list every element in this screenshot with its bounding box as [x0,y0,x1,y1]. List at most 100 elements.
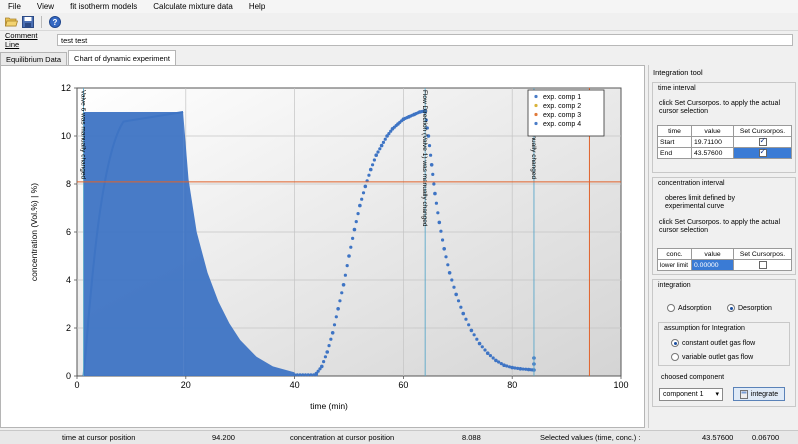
data-point [374,153,379,157]
assumption-group: assumption for Integration constant outl… [658,322,790,366]
data-point [336,307,340,311]
adsorption-label: Adsorption [678,304,712,312]
data-point [521,367,525,371]
x-tick-label: 0 [74,380,79,390]
data-point [368,167,373,172]
data-point [464,317,468,321]
data-point [341,283,346,287]
data-point [361,191,366,195]
component-select[interactable]: component 1 ▾ [659,388,723,401]
data-point [379,143,384,148]
data-point [405,116,409,120]
data-point [502,363,506,368]
data-point [456,299,461,303]
data-point [330,331,335,335]
end-set-cursorpos-checkbox[interactable] [758,147,767,157]
integrate-button[interactable]: integrate [733,387,785,401]
open-folder-icon[interactable] [4,15,18,29]
comment-line-input[interactable] [57,34,793,46]
x-tick-label: 20 [181,380,191,390]
integration-group: integration Adsorption Desorption assump… [652,279,796,407]
data-point [293,373,297,377]
menu-calculate-mixture-data[interactable]: Calculate mixture data [153,2,233,11]
start-set-cursorpos-checkbox[interactable] [758,136,767,146]
data-point [480,345,484,349]
data-point [459,305,463,309]
data-point [461,311,466,316]
data-point [360,197,364,201]
help-icon[interactable]: ? [48,15,62,29]
data-point [437,220,442,225]
constant-flow-radio[interactable] [671,339,679,347]
concentration-interval-hint: click Set Cursorpos. to apply the actual… [659,219,781,234]
end-value-cell[interactable]: 43.57600 [691,147,734,159]
adsorption-option[interactable]: Adsorption [667,304,711,312]
data-point [385,134,389,138]
tab-chart-dynamic-experiment[interactable]: Chart of dynamic experiment [68,50,176,65]
constant-flow-label: constant outlet gas flow [682,339,756,347]
lower-limit-set-cursorpos-checkbox[interactable] [758,261,767,269]
status-bar: time at cursor position 94.200 concentra… [0,430,798,444]
data-point [352,227,357,232]
data-point [322,360,326,364]
time-interval-group: time interval click Set Cursorpos. to ap… [652,82,796,173]
y-tick-label: 2 [66,323,71,333]
data-point [442,247,447,251]
data-band-fall [183,112,295,376]
x-axis-label: time (min) [310,401,348,411]
data-point [429,153,433,157]
data-point [298,373,302,377]
constant-flow-option[interactable]: constant outlet gas flow [671,339,755,347]
start-value-cell[interactable]: 19.71100 [691,136,734,148]
data-point [399,119,404,123]
desorption-radio[interactable] [727,304,735,312]
menu-help[interactable]: Help [248,2,266,11]
time-interval-hint: click Set Cursorpos. to apply the actual… [659,100,781,115]
y-axis-label: concentration (Vol.%) | %) [29,183,39,281]
legend-marker [534,103,538,108]
data-point [367,173,371,177]
variable-flow-option[interactable]: variable outlet gas flow [671,353,753,361]
data-point [440,238,445,242]
legend-label: exp. comp 1 [543,94,581,101]
row-label: lower limit [657,259,692,271]
data-point [338,299,342,303]
variable-flow-radio[interactable] [671,353,679,361]
lower-limit-value-cell[interactable]: 0.00000 [691,259,734,271]
data-point [510,365,514,370]
data-point [301,373,305,377]
dynamic-experiment-chart[interactable]: 0 2 4 6 8 10 12 0 20 40 60 80 100 time (min) concentra… [1,66,646,429]
concentration-interval-group: concentration interval oberes limit defi… [652,177,796,275]
menu-bar: File View fit isotherm models Calculate … [0,0,798,13]
chevron-down-icon: ▾ [715,391,719,398]
data-point [524,367,528,371]
data-point [439,229,443,233]
adsorption-radio[interactable] [667,304,675,312]
menu-fit-isotherm-models[interactable]: fit isotherm models [70,2,138,11]
legend-label: exp. comp 2 [543,103,581,110]
tab-bar: Equilibrium Data Chart of dynamic experi… [0,50,177,65]
tab-equilibrium-data[interactable]: Equilibrium Data [0,52,68,65]
data-point [513,366,517,370]
menu-file[interactable]: File [8,2,21,11]
data-point [469,328,474,333]
time-interval-table: time value Set Cursorpos. Start 19.71100… [657,125,792,159]
concentration-interval-title: concentration interval [658,180,725,187]
data-point [356,212,360,216]
desorption-option[interactable]: Desorption [727,304,772,312]
data-point [447,271,452,275]
data-point [507,365,512,369]
y-tick-label: 4 [66,275,71,285]
selected-conc-value: 0.06700 [752,433,780,442]
y-tick-label: 8 [66,179,71,189]
y-tick-label: 0 [66,371,71,381]
conc-at-cursor-label: concentration at cursor position [290,433,395,442]
toolbar: ? [0,13,798,31]
time-at-cursor-value: 94.200 [212,433,235,442]
selected-time-value: 43.57600 [702,433,734,442]
menu-view[interactable]: View [36,2,55,11]
data-point [431,172,435,176]
data-point [327,344,331,348]
save-icon[interactable] [21,15,35,29]
data-point [475,337,479,341]
